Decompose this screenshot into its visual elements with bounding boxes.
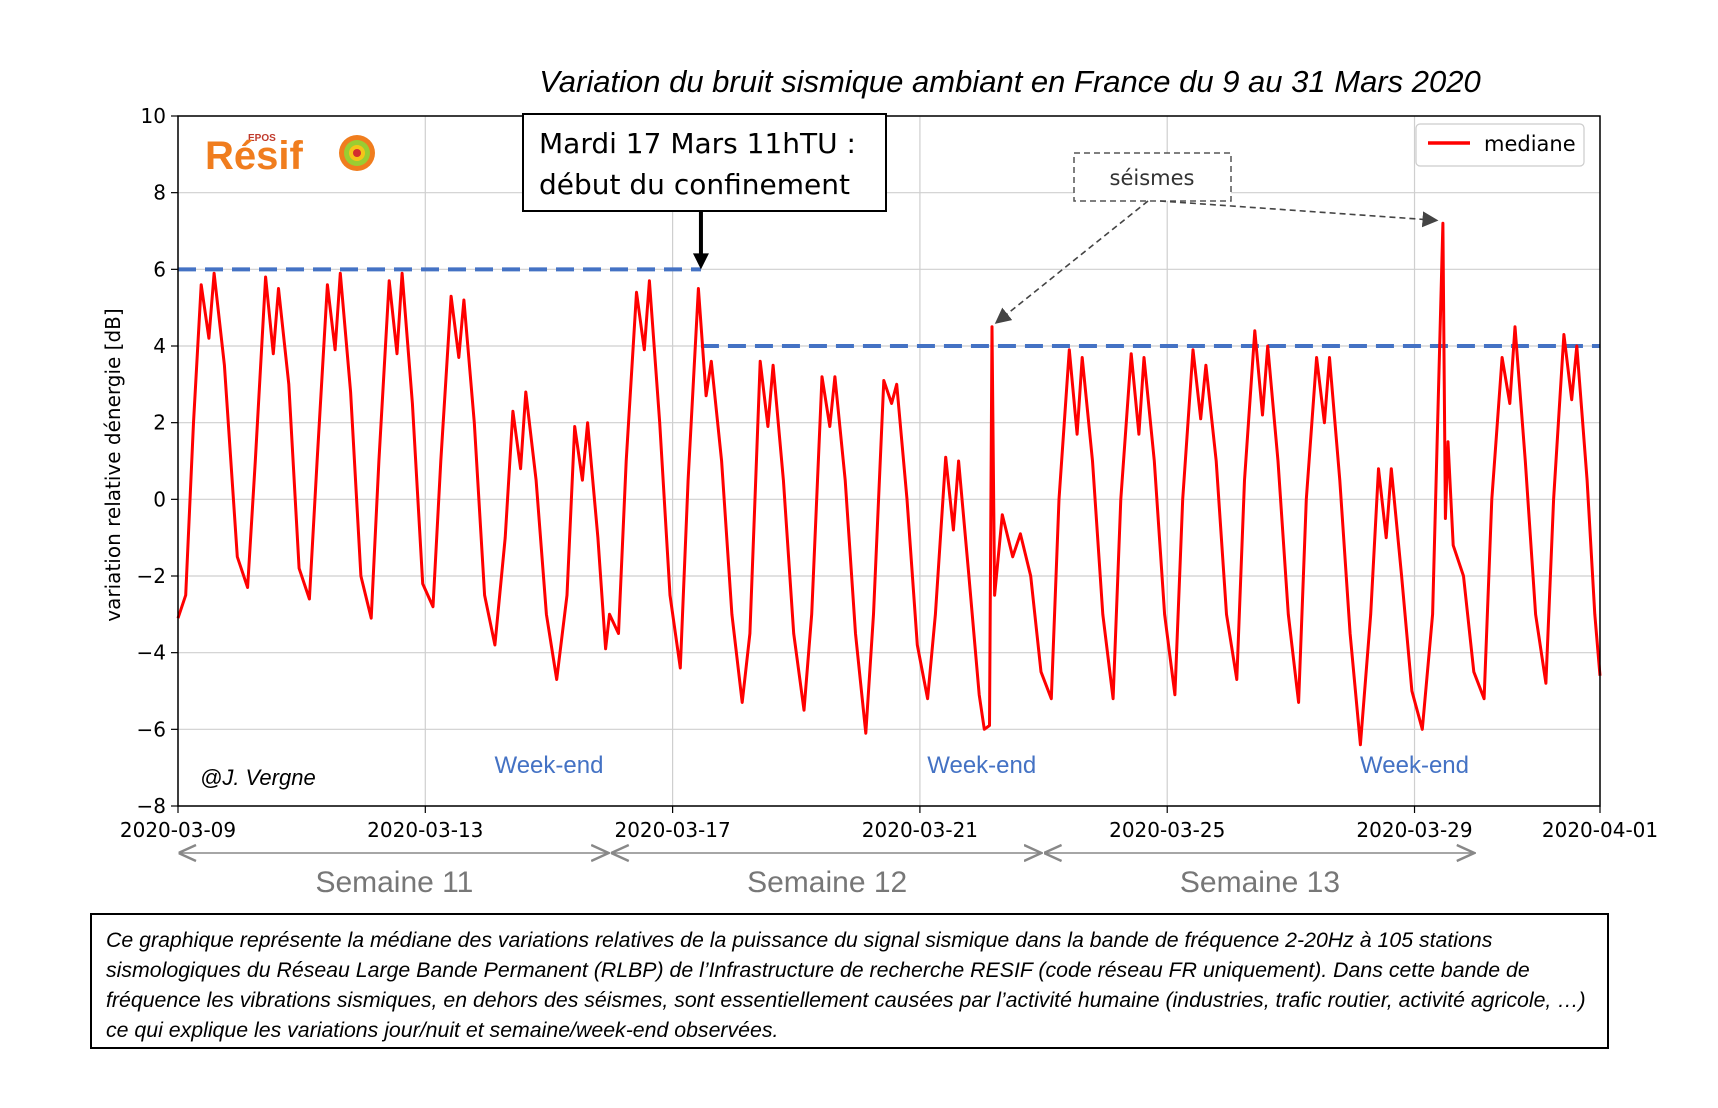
y-tick-label: −2	[137, 564, 166, 588]
seismes-arrow-2-icon	[1159, 200, 1439, 228]
y-tick-label: 0	[153, 487, 166, 511]
seismes-arrow-1-icon	[994, 200, 1149, 324]
caption-box: Ce graphique représente la médiane des v…	[90, 913, 1609, 1049]
weekend-label: Week-end	[494, 752, 603, 779]
week-ranges: Semaine 11 Semaine 12 Semaine 13	[180, 853, 1474, 899]
x-tick-label: 2020-03-21	[862, 818, 978, 842]
x-tick-label: 2020-04-01	[1542, 818, 1658, 842]
logo-text: Résif	[205, 134, 303, 178]
weekend-label: Week-end	[1360, 752, 1469, 779]
resif-logo: EPOS Résif	[205, 133, 375, 178]
legend: mediane	[1415, 123, 1585, 167]
y-axis-label: variation relative dénergie [dB]	[101, 308, 125, 621]
series-line-mediane	[176, 221, 1602, 747]
confinement-line2: début du confinement	[539, 168, 850, 201]
credit-label: @J. Vergne	[200, 765, 316, 790]
legend-box	[1415, 123, 1585, 167]
plot-frame	[177, 115, 1601, 807]
y-tick-label: 6	[153, 257, 166, 281]
x-tick-label: 2020-03-13	[367, 818, 483, 842]
y-tick-label: −8	[137, 794, 166, 818]
confinement-line1: Mardi 17 Mars 11hTU :	[539, 127, 856, 160]
x-tick-label: 2020-03-17	[614, 818, 730, 842]
confinement-arrowhead-icon	[692, 253, 709, 270]
y-tick-label: 8	[153, 181, 166, 205]
x-tick-label: 2020-03-09	[120, 818, 236, 842]
week-label: Semaine 13	[1180, 866, 1340, 899]
seismes-box	[1073, 152, 1232, 202]
week-label: Semaine 12	[747, 866, 907, 899]
y-tick-label: −4	[137, 641, 166, 665]
y-tick-label: −6	[137, 717, 166, 741]
y-tick-label: 2	[153, 411, 166, 435]
y-axis: −8 −6 −4 −2 0 2 4 6 8 10	[137, 104, 178, 818]
x-axis: 2020-03-09 2020-03-13 2020-03-17 2020-03-21…	[120, 806, 1658, 842]
confinement-box	[522, 113, 887, 212]
grid	[177, 115, 1601, 807]
legend-label: mediane	[1484, 132, 1576, 156]
y-tick-label: 10	[141, 104, 166, 128]
logo-epos-text: EPOS	[248, 133, 276, 144]
reference-lines	[178, 267, 1600, 348]
weekend-label: Week-end	[927, 752, 1036, 779]
weekend-labels: Week-end Week-end Week-end	[494, 752, 1469, 779]
x-tick-label: 2020-03-29	[1356, 818, 1472, 842]
seismes-label: séismes	[1110, 166, 1195, 190]
seismes-annotation: séismes	[994, 152, 1439, 324]
week-label: Semaine 11	[315, 866, 473, 899]
x-tick-label: 2020-03-25	[1109, 818, 1225, 842]
chart-title: Variation du bruit sismique ambiant en F…	[539, 64, 1480, 99]
confinement-annotation: Mardi 17 Mars 11hTU : début du confineme…	[522, 113, 887, 270]
y-tick-label: 4	[153, 334, 166, 358]
